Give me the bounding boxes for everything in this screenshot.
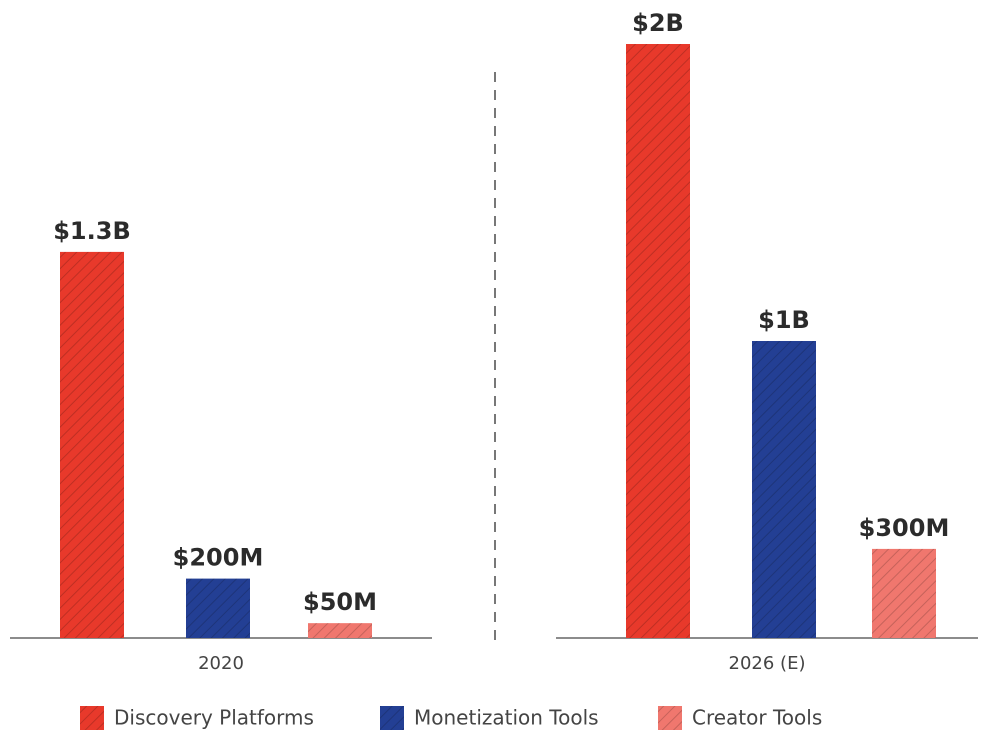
bar (186, 578, 250, 638)
data-label: $300M (859, 514, 950, 542)
data-label: $1.3B (53, 217, 131, 245)
bar (752, 341, 816, 638)
data-label: $1B (758, 306, 810, 334)
legend-label: Discovery Platforms (114, 706, 314, 730)
bar (308, 623, 372, 638)
data-label: $200M (173, 544, 264, 572)
legend-label: Creator Tools (692, 706, 822, 730)
bar (626, 44, 690, 638)
legend-label: Monetization Tools (414, 706, 599, 730)
legend-swatch (80, 706, 104, 730)
data-label: $50M (303, 588, 377, 616)
x-tick-label: 2026 (E) (729, 653, 806, 674)
data-label: $2B (632, 9, 684, 37)
bar (872, 548, 936, 638)
legend-swatch (658, 706, 682, 730)
x-tick-label: 2020 (198, 653, 244, 674)
bar (60, 251, 124, 638)
legend-swatch (380, 706, 404, 730)
